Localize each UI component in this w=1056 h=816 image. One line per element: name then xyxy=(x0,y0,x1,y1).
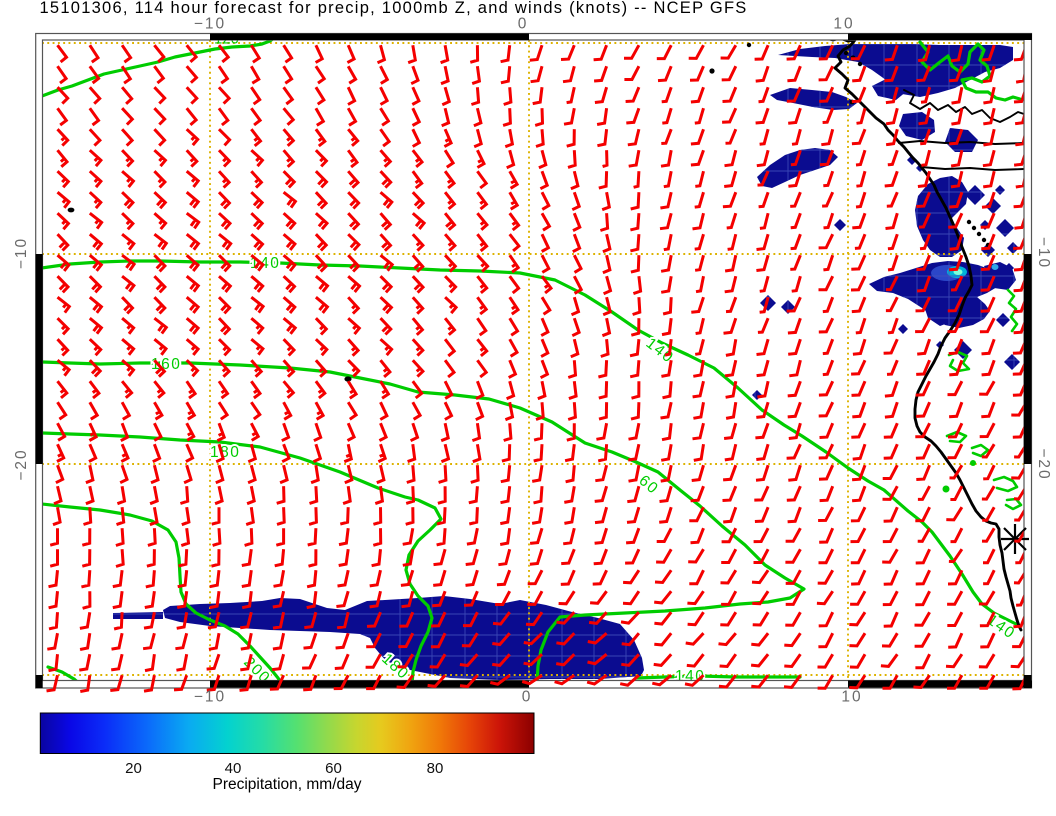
svg-text:0: 0 xyxy=(518,16,529,33)
svg-text:−10: −10 xyxy=(194,689,226,706)
svg-text:180: 180 xyxy=(210,444,240,461)
svg-text:10: 10 xyxy=(833,16,854,33)
svg-text:−10: −10 xyxy=(13,237,30,269)
svg-text:10: 10 xyxy=(841,689,862,706)
svg-text:60: 60 xyxy=(325,760,342,777)
svg-text:−10: −10 xyxy=(1035,237,1052,269)
svg-text:80: 80 xyxy=(427,760,444,777)
svg-text:−20: −20 xyxy=(1035,448,1052,480)
svg-text:0: 0 xyxy=(522,689,533,706)
svg-text:120: 120 xyxy=(214,31,239,48)
svg-text:40: 40 xyxy=(225,760,242,777)
svg-text:160: 160 xyxy=(151,356,181,373)
svg-text:140: 140 xyxy=(675,668,705,685)
svg-text:−20: −20 xyxy=(13,448,30,480)
svg-text:−10: −10 xyxy=(194,16,226,33)
svg-text:Precipitation, mm/day: Precipitation, mm/day xyxy=(212,776,361,793)
svg-text:15101306, 114 hour forecast fo: 15101306, 114 hour forecast for precip, … xyxy=(40,0,748,17)
svg-text:20: 20 xyxy=(125,760,142,777)
